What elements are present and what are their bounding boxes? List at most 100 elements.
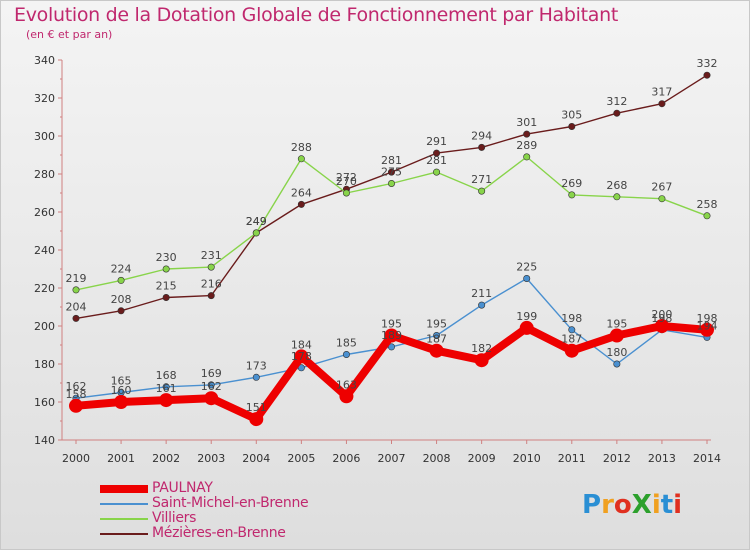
data-point [433, 168, 441, 176]
data-label: 224 [111, 262, 132, 275]
data-label: 158 [66, 388, 87, 401]
data-point [252, 373, 260, 381]
data-label: 249 [246, 215, 267, 228]
data-point [433, 331, 441, 339]
legend-swatch-villiers [100, 518, 148, 520]
data-label: 230 [156, 251, 177, 264]
data-label: 291 [426, 135, 447, 148]
x-tick-label: 2007 [378, 452, 406, 465]
data-point [613, 360, 621, 368]
data-point [249, 412, 264, 427]
data-point [433, 149, 441, 157]
data-label: 165 [111, 375, 132, 388]
data-point [207, 292, 215, 300]
data-label: 215 [156, 280, 177, 293]
data-point [613, 193, 621, 201]
data-label: 258 [697, 198, 718, 211]
data-point [342, 350, 350, 358]
legend-label-paulnay: PAULNAY [152, 480, 213, 496]
data-point [478, 301, 486, 309]
data-label: 184 [291, 338, 312, 351]
data-point [342, 189, 350, 197]
data-point [658, 195, 666, 203]
data-label: 305 [561, 109, 582, 122]
data-point [703, 71, 711, 79]
data-point [429, 343, 444, 358]
data-label: 289 [516, 139, 537, 152]
data-label: 270 [336, 175, 357, 188]
data-label: 189 [381, 329, 402, 342]
data-label: 195 [426, 318, 447, 331]
data-point [117, 276, 125, 284]
data-label: 288 [291, 141, 312, 154]
data-label: 187 [426, 333, 447, 346]
data-label: 151 [246, 401, 267, 414]
data-label: 332 [697, 57, 718, 70]
logo-letter: t [660, 490, 674, 520]
data-point [523, 153, 531, 161]
legend-label-saint-michel: Saint-Michel-en-Brenne [152, 495, 309, 511]
data-label: 161 [156, 382, 177, 395]
data-point [568, 123, 576, 131]
y-tick-label: 200 [34, 320, 55, 333]
x-tick-label: 2009 [468, 452, 496, 465]
data-point [523, 274, 531, 282]
data-label: 195 [381, 318, 402, 331]
data-point [252, 229, 260, 237]
data-point [117, 307, 125, 315]
data-label: 178 [291, 350, 312, 363]
data-label: 264 [291, 186, 312, 199]
data-label: 312 [606, 95, 627, 108]
legend-label-mezieres: Mézières-en-Brenne [152, 525, 286, 541]
x-tick-label: 2000 [62, 452, 90, 465]
data-label: 301 [516, 116, 537, 129]
proxiti-logo: ProXiti [582, 490, 682, 520]
data-label: 168 [156, 369, 177, 382]
data-point [159, 393, 174, 408]
data-label: 200 [651, 308, 672, 321]
data-label: 160 [111, 384, 132, 397]
data-point [162, 383, 170, 391]
data-label: 269 [561, 177, 582, 190]
legend-swatch-saint-michel [100, 503, 148, 505]
data-label: 204 [66, 300, 87, 313]
data-point [478, 143, 486, 151]
data-point [69, 398, 83, 413]
data-label: 194 [697, 319, 718, 332]
data-label: 211 [471, 287, 492, 300]
data-label: 231 [201, 249, 222, 262]
data-point [162, 293, 170, 301]
data-label: 294 [471, 129, 492, 142]
data-point [294, 349, 309, 364]
logo-letter: r [601, 490, 614, 520]
data-point [114, 395, 129, 409]
x-tick-label: 2001 [107, 452, 135, 465]
y-tick-label: 320 [34, 92, 55, 105]
data-point [654, 319, 669, 333]
data-label: 173 [246, 359, 267, 372]
legend-label-villiers: Villiers [152, 510, 197, 526]
data-label: 281 [381, 154, 402, 167]
data-point [564, 343, 579, 358]
logo-letter: o [613, 490, 632, 520]
data-point [162, 265, 170, 273]
data-label: 198 [561, 312, 582, 325]
data-point [609, 328, 624, 343]
data-point [523, 130, 531, 138]
data-point [297, 364, 305, 372]
data-point [568, 191, 576, 199]
x-tick-label: 2013 [648, 452, 676, 465]
data-point [474, 353, 489, 368]
data-label: 185 [336, 337, 357, 350]
data-point [519, 320, 534, 335]
data-point [703, 212, 711, 220]
x-tick-label: 2004 [242, 452, 270, 465]
logo-letter: P [582, 490, 602, 520]
data-label: 195 [606, 318, 627, 331]
data-point [613, 109, 621, 117]
data-point [384, 328, 399, 343]
y-tick-label: 180 [34, 358, 55, 371]
data-point [387, 180, 395, 188]
logo-letter: i [673, 490, 683, 520]
